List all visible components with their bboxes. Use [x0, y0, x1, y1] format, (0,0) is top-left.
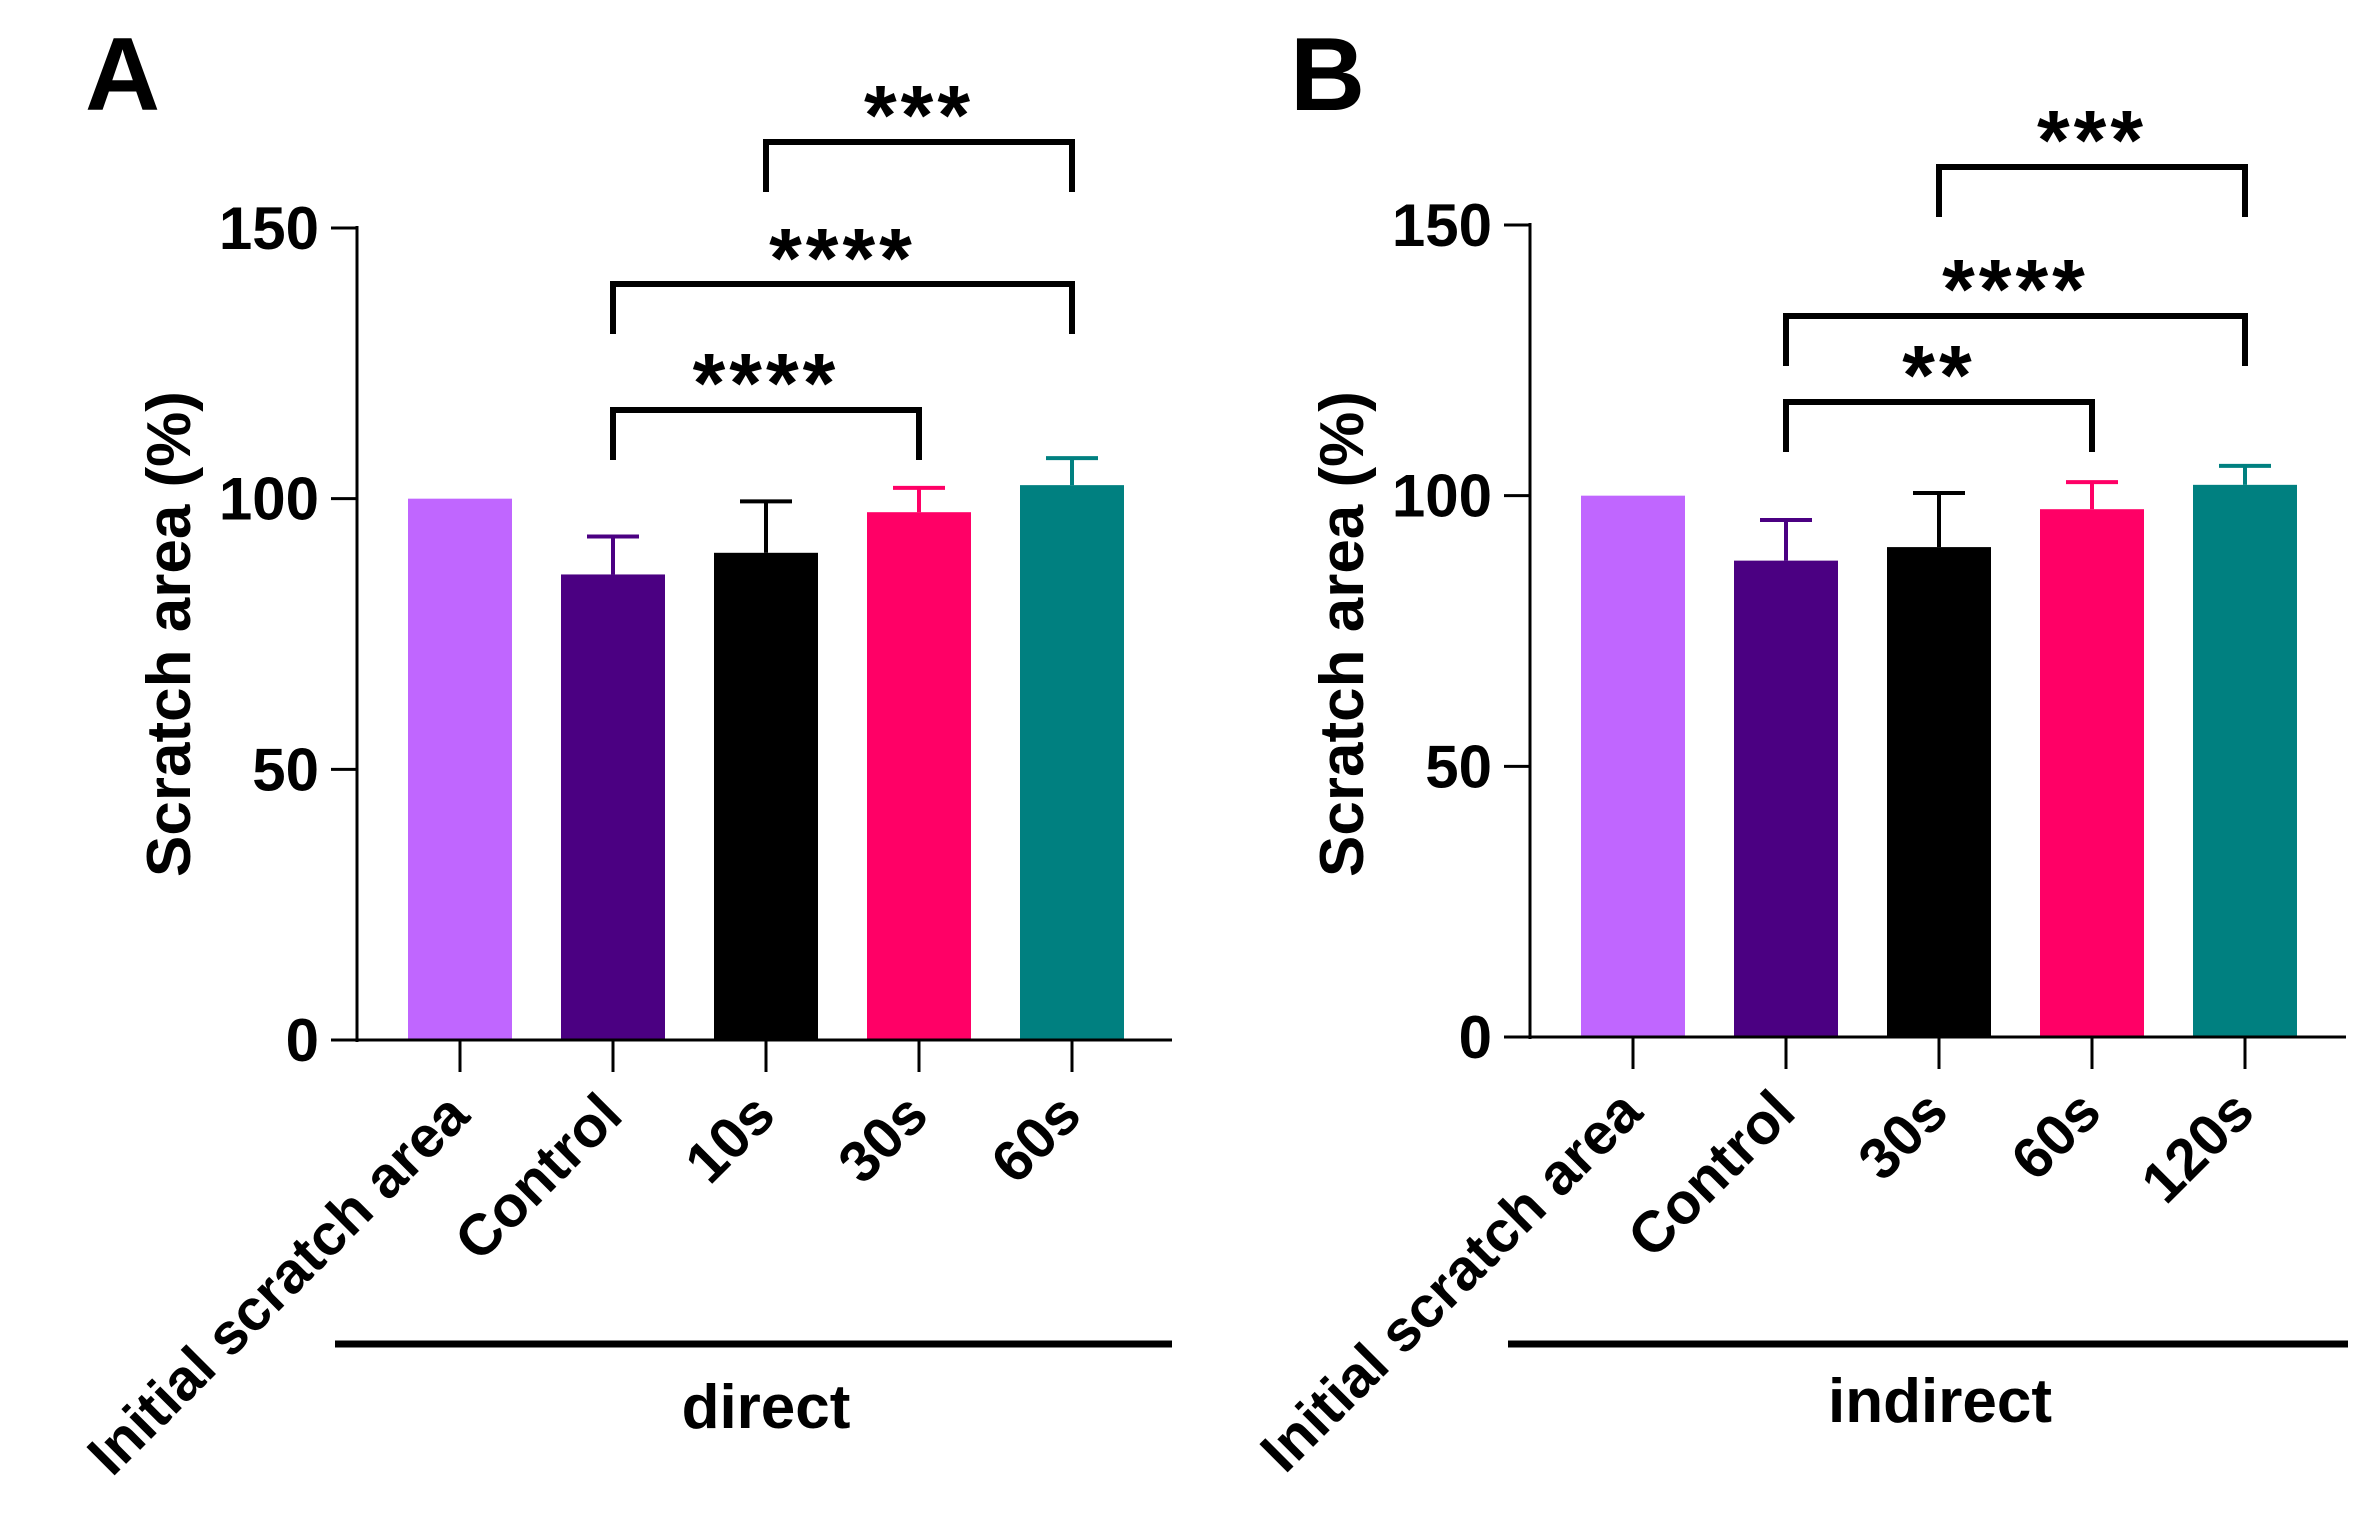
- bar: [2193, 484, 2297, 1038]
- significance-label: ****: [1942, 242, 2089, 336]
- significance-label: ***: [2037, 93, 2147, 187]
- bar: [561, 574, 665, 1040]
- category-label: Initial scratch area: [1248, 1078, 1655, 1485]
- category-label: 120s: [2129, 1078, 2266, 1215]
- bar: [1734, 560, 1838, 1037]
- y-tick-label: 150: [219, 195, 319, 262]
- y-tick-label: 50: [1425, 733, 1492, 800]
- panel-letter: A: [85, 17, 160, 133]
- bar: [408, 498, 512, 1041]
- y-axis-label: Scratch area (%): [135, 391, 204, 877]
- significance-bracket: [610, 281, 1075, 334]
- bar: [1887, 547, 1991, 1037]
- category-label: 30s: [826, 1081, 940, 1195]
- significance-label: **: [1902, 328, 1975, 422]
- significance-bracket: [1783, 399, 2095, 452]
- category-label: 10s: [673, 1081, 787, 1195]
- significance-label: ***: [864, 68, 974, 162]
- group-label: indirect: [1828, 1367, 2052, 1436]
- bar: [714, 552, 818, 1040]
- category-label: Control: [442, 1081, 634, 1273]
- significance-label: ****: [769, 211, 916, 305]
- category-label: 60s: [979, 1081, 1093, 1195]
- y-tick-label: 0: [286, 1007, 319, 1074]
- panel-letter: B: [1290, 17, 1365, 133]
- y-tick-label: 100: [219, 466, 319, 533]
- bar: [2040, 509, 2144, 1037]
- category-label: 60s: [1999, 1078, 2113, 1192]
- y-tick-label: 150: [1392, 192, 1492, 259]
- significance-bracket: [1936, 164, 2248, 217]
- significance-bracket: [763, 139, 1075, 192]
- significance-bracket: [610, 407, 922, 460]
- y-tick-label: 50: [252, 736, 319, 803]
- category-label: 30s: [1846, 1078, 1960, 1192]
- category-label: Initial scratch area: [75, 1081, 482, 1488]
- y-axis-label: Scratch area (%): [1308, 391, 1377, 877]
- bar: [1020, 485, 1124, 1041]
- category-label: Control: [1615, 1078, 1807, 1270]
- significance-label: ****: [693, 336, 840, 430]
- y-tick-label: 0: [1459, 1004, 1492, 1071]
- group-label: direct: [682, 1373, 851, 1442]
- bar: [867, 512, 971, 1040]
- y-tick-label: 100: [1392, 463, 1492, 530]
- bar: [1581, 495, 1685, 1038]
- significance-bracket: [1783, 313, 2248, 366]
